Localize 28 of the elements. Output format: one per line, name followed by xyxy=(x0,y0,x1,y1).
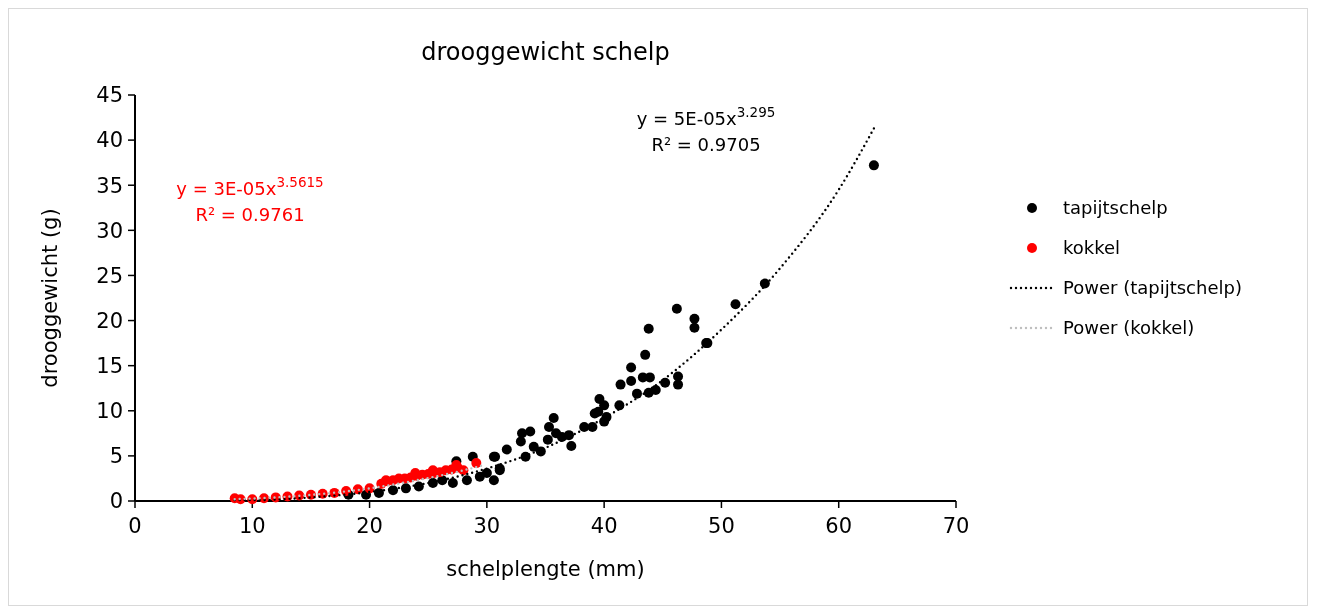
y-tick-label: 45 xyxy=(96,83,123,108)
legend-label: Power (tapijtschelp) xyxy=(1063,277,1242,299)
x-tick-label: 40 xyxy=(590,514,618,538)
y-tick-label: 0 xyxy=(109,489,123,514)
annotation: y = 3E-05x$^{3.5615}$ R² = 0.9761 xyxy=(176,174,324,225)
legend-label: Power (kokkel) xyxy=(1063,317,1195,339)
y-tick-label: 35 xyxy=(96,173,123,198)
y-tick-label: 20 xyxy=(96,308,123,333)
x-tick-label: 30 xyxy=(473,514,501,538)
y-tick-label: 30 xyxy=(96,218,123,243)
y-tick-label: 5 xyxy=(109,444,123,469)
x-tick-label: 60 xyxy=(825,514,853,538)
y-tick-label: 15 xyxy=(96,354,123,379)
y-tick-label: 10 xyxy=(96,399,123,424)
y-axis-title: drooggewicht (g) xyxy=(38,208,62,388)
y-tick-label: 40 xyxy=(96,128,123,153)
point xyxy=(471,458,482,469)
chart-title: drooggewicht schelp xyxy=(421,38,670,66)
x-tick-label: 10 xyxy=(238,514,266,538)
annotation: y = 5E-05x$^{3.295}$ R² = 0.9705 xyxy=(636,104,776,155)
legend-label: tapijtschelp xyxy=(1063,197,1168,219)
y-tick-label: 25 xyxy=(96,263,123,288)
x-tick-label: 20 xyxy=(356,514,383,538)
x-tick-label: 70 xyxy=(942,514,970,538)
x-tick-label: 50 xyxy=(708,514,735,538)
x-axis-title: schelplengte (mm) xyxy=(446,557,645,581)
legend-label: kokkel xyxy=(1063,237,1121,259)
x-tick-label: 0 xyxy=(128,514,142,538)
